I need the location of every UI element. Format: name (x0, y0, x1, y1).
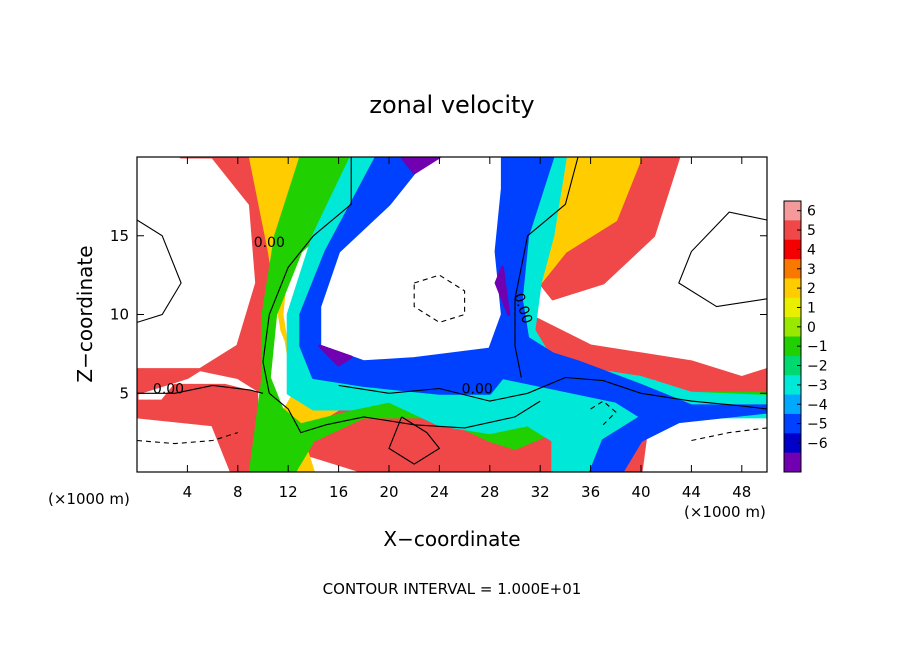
colorbar-tick-label: 4 (807, 242, 816, 258)
colorbar-tick-label: 1 (807, 300, 816, 316)
contour-line-3 (514, 157, 579, 378)
contour-line-1 (137, 384, 264, 394)
x-tick-label: 32 (531, 483, 550, 501)
colorbar-swatch (784, 375, 801, 396)
contour-line-5 (678, 211, 767, 308)
x-tick-label: 12 (279, 483, 298, 501)
y-tick-label: 10 (110, 306, 129, 324)
contour-line-9 (691, 427, 767, 442)
contour-labels-layer: 0.000.00 0.000.00 (153, 235, 535, 397)
colorbar-tick-label: 2 (807, 281, 816, 297)
x-tick-label: 8 (233, 483, 243, 501)
x-tick-label: 36 (581, 483, 600, 501)
x-axis-label: X−coordinate (383, 527, 520, 551)
field-region-4-0 (299, 157, 767, 472)
field-region-5-0 (400, 157, 441, 175)
colorbar-tick-label: −2 (807, 359, 828, 375)
x-axis: 4 8 12 16 20 24 28 32 36 40 44 48 (183, 157, 751, 501)
colorbar-swatch (784, 259, 801, 279)
colorbar-tick-label: −3 (807, 378, 828, 394)
field-region-5-1 (318, 344, 353, 367)
contour-label-0: 0.00 (254, 235, 285, 251)
colorbar-frame (783, 200, 802, 473)
contour-line-6 (388, 416, 441, 465)
colorbar: 6 5 4 3 2 1 0 −1 −2 −3 −4 −5 −6 (783, 200, 828, 473)
x-tick-label: 48 (732, 483, 751, 501)
x-tick-label: 24 (430, 483, 449, 501)
colorbar-tick-label: −4 (807, 397, 828, 413)
colorbar-swatch (784, 278, 801, 299)
colorbar-swatch (784, 394, 801, 415)
colorbar-swatch (784, 413, 801, 434)
colorbar-tick-label: 0 (807, 320, 816, 336)
colorbar-swatch (784, 433, 801, 454)
x-tick-label: 20 (379, 483, 398, 501)
colorbar-swatch (784, 336, 801, 357)
x-axis-unit-right: (×1000 m) (684, 503, 766, 521)
y-tick-label: 15 (110, 227, 129, 245)
colorbar-tick-label: 6 (807, 204, 816, 220)
contour-line-10 (590, 400, 617, 426)
x-tick-label: 28 (480, 483, 499, 501)
contour-line-2 (338, 376, 767, 410)
colorbar-swatch (784, 355, 801, 376)
colorbar-swatch (784, 317, 801, 337)
x-tick-label: 16 (329, 483, 348, 501)
y-tick-label: 5 (119, 384, 129, 402)
chart-title: zonal velocity (369, 91, 534, 119)
velocity-field-layer (137, 157, 767, 472)
x-tick-label: 40 (631, 483, 650, 501)
y-axis-label: Z−coordinate (73, 245, 97, 382)
x-axis-unit-left: (×1000 m) (48, 490, 130, 508)
colorbar-swatch (784, 297, 801, 318)
colorbar-swatch (784, 220, 801, 241)
contour-label-1: 0.00 (153, 381, 184, 397)
colorbar-swatch (784, 239, 801, 260)
colorbar-tick-label: −5 (807, 417, 828, 433)
contour-line-0 (262, 157, 541, 434)
colorbar-tick-label: 5 (807, 223, 816, 239)
contour-line-7 (413, 274, 466, 324)
colorbar-swatch (784, 452, 801, 473)
contour-label-2: 0.00 (462, 381, 493, 397)
x-tick-label: 44 (682, 483, 701, 501)
colorbar-tick-label: 3 (807, 262, 816, 278)
contour-lines-layer (137, 157, 767, 465)
contour-line-8 (137, 432, 238, 445)
plot-area: 0.000.00 0.000.00 (137, 157, 767, 472)
y-axis: 5 10 15 (110, 227, 767, 402)
contour-interval-note: CONTOUR INTERVAL = 1.000E+01 (323, 580, 582, 598)
colorbar-tick-label: −6 (807, 436, 828, 452)
colorbar-swatch (784, 201, 801, 221)
x-tick-label: 4 (183, 483, 193, 501)
field-region-5-2 (494, 265, 511, 316)
contour-line-4 (137, 219, 182, 323)
colorbar-tick-label: −1 (807, 339, 828, 355)
